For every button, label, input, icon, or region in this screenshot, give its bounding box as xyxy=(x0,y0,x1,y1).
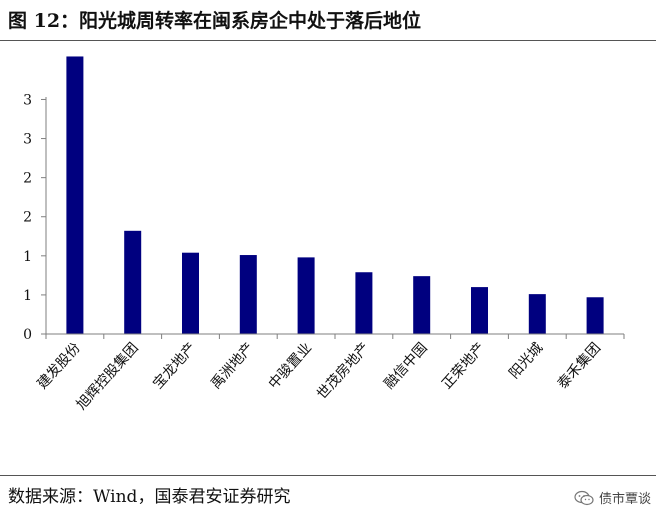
y-tick-label: 2 xyxy=(23,210,32,226)
source-note: 数据来源：Wind，国泰君安证券研究 xyxy=(8,487,291,507)
y-axis: 0 1 1 2 2 3 3 xyxy=(23,92,47,343)
x-tick-label: 禹洲地产 xyxy=(208,340,257,392)
x-tick-label: 中骏置业 xyxy=(266,340,315,392)
watermark-text: 债市覃谈 xyxy=(598,492,651,507)
y-tick-label: 2 xyxy=(23,171,32,187)
bar xyxy=(413,276,431,334)
x-tick-label: 正荣地产 xyxy=(439,340,488,392)
wechat-icon xyxy=(574,490,594,505)
x-tick-label: 融信中国 xyxy=(381,340,430,392)
x-tick-label: 建发股份 xyxy=(35,340,84,392)
bar xyxy=(471,287,488,334)
y-tick-label: 3 xyxy=(23,92,32,108)
x-tick-label: 阳光城 xyxy=(506,340,546,382)
y-tick-label: 1 xyxy=(23,249,32,265)
bar xyxy=(586,297,604,334)
y-tick-label: 1 xyxy=(23,288,32,304)
bar xyxy=(528,294,546,334)
watermark: 债市覃谈 xyxy=(574,488,651,507)
bar xyxy=(297,257,315,334)
bar xyxy=(182,252,199,334)
y-tick-label: 0 xyxy=(23,327,32,343)
bar xyxy=(66,56,84,334)
title-divider xyxy=(0,40,656,41)
bar-chart: 0 1 1 2 2 3 3 建发股份旭辉控股集团 宝龙地产 禹洲地产 中骏置业 世茂房地产 融信中国正… xyxy=(23,56,625,413)
bar xyxy=(239,255,257,334)
footer-divider xyxy=(0,475,656,476)
bar xyxy=(124,230,142,334)
bar xyxy=(355,272,373,334)
x-tick-label: 泰禾集团 xyxy=(554,339,604,392)
bar-series xyxy=(66,56,604,334)
figure-title: 图 12：阳光城周转率在闽系房企中处于落后地位 xyxy=(8,10,422,32)
x-tick-label: 世茂房地产 xyxy=(313,339,372,402)
x-tick-label: 宝龙地产 xyxy=(150,340,199,392)
y-tick-label: 3 xyxy=(23,132,32,148)
